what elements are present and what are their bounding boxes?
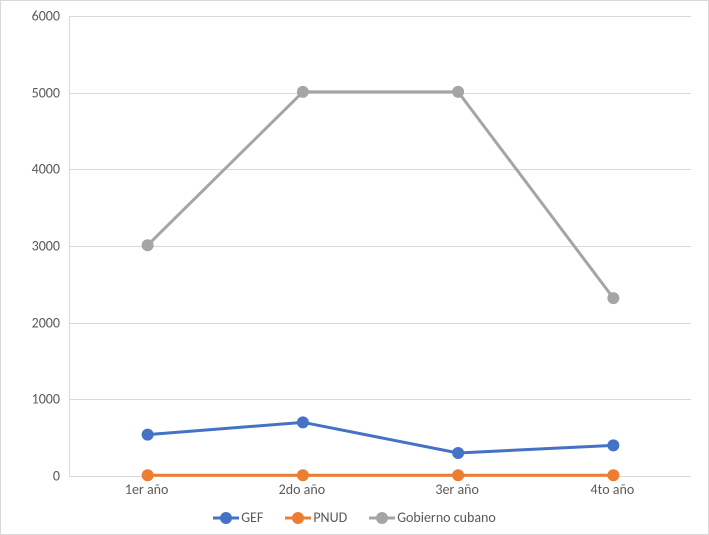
legend-item-gef: GEF xyxy=(213,509,263,526)
y-tick-label: 2000 xyxy=(5,314,60,331)
y-tick-label: 3000 xyxy=(5,238,60,255)
chart-series-layer xyxy=(70,16,691,476)
y-tick-label: 0 xyxy=(5,468,60,485)
series-marker-pnud xyxy=(607,469,619,481)
y-tick-label: 1000 xyxy=(5,391,60,408)
legend-swatch-icon xyxy=(213,511,239,525)
y-tick-label: 5000 xyxy=(5,84,60,101)
x-tick-label: 1er año xyxy=(125,481,169,498)
plot-area xyxy=(69,16,691,477)
series-marker-pnud xyxy=(452,469,464,481)
series-marker-pnud xyxy=(297,469,309,481)
legend-swatch-icon xyxy=(369,511,395,525)
y-tick-label: 4000 xyxy=(5,161,60,178)
series-line-gef xyxy=(148,422,614,453)
legend-swatch-icon xyxy=(285,511,311,525)
series-marker-pnud xyxy=(142,469,154,481)
series-marker-gobierno-cubano xyxy=(452,86,464,98)
legend-label: GEF xyxy=(241,509,263,526)
series-line-gobierno-cubano xyxy=(148,92,614,298)
series-marker-gobierno-cubano xyxy=(607,292,619,304)
series-marker-gef xyxy=(297,416,309,428)
series-marker-gef xyxy=(607,439,619,451)
x-tick-label: 3er año xyxy=(435,481,479,498)
x-tick-label: 4to año xyxy=(591,481,635,498)
legend: GEF PNUD Gobierno cubano xyxy=(1,509,708,526)
legend-label: PNUD xyxy=(313,509,347,526)
line-chart: GEF PNUD Gobierno cubano 0 1000 2000 3000 4000… xyxy=(0,0,709,535)
series-marker-gobierno-cubano xyxy=(297,86,309,98)
legend-item-gobierno-cubano: Gobierno cubano xyxy=(369,509,496,526)
legend-label: Gobierno cubano xyxy=(397,509,496,526)
series-marker-gobierno-cubano xyxy=(142,239,154,251)
series-marker-gef xyxy=(142,429,154,441)
legend-item-pnud: PNUD xyxy=(285,509,347,526)
y-tick-label: 6000 xyxy=(5,8,60,25)
series-marker-gef xyxy=(452,447,464,459)
x-tick-label: 2do año xyxy=(279,481,325,498)
